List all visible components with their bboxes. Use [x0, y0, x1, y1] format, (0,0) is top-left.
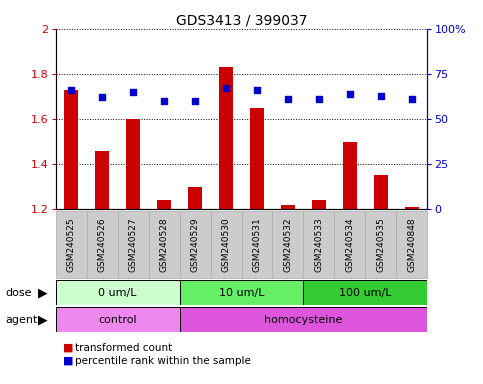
Point [315, 96, 323, 102]
Bar [149, 211, 180, 278]
Bar [272, 211, 303, 278]
Bar [188, 187, 202, 209]
Bar [56, 280, 180, 305]
Text: GDS3413 / 399037: GDS3413 / 399037 [176, 13, 307, 27]
Text: GSM240527: GSM240527 [128, 217, 138, 272]
Text: GSM240529: GSM240529 [190, 217, 199, 272]
Bar [157, 200, 171, 209]
Bar [334, 211, 366, 278]
Bar [397, 211, 427, 278]
Point [253, 87, 261, 93]
Point [284, 96, 292, 102]
Bar [86, 211, 117, 278]
Bar [303, 211, 334, 278]
Text: percentile rank within the sample: percentile rank within the sample [75, 356, 251, 366]
Bar [242, 211, 272, 278]
Point [377, 93, 385, 99]
Text: GSM240528: GSM240528 [159, 217, 169, 272]
Point [129, 89, 137, 95]
Text: GSM240530: GSM240530 [222, 217, 230, 272]
Point [191, 98, 199, 104]
Text: dose: dose [6, 288, 32, 298]
Bar [343, 142, 357, 209]
Point [222, 85, 230, 91]
Bar [117, 211, 149, 278]
Text: GSM240525: GSM240525 [67, 217, 75, 272]
Bar [180, 211, 211, 278]
Bar [56, 307, 180, 332]
Text: GSM240533: GSM240533 [314, 217, 324, 272]
Bar [250, 108, 264, 209]
Point [408, 96, 416, 102]
Text: GSM240532: GSM240532 [284, 217, 293, 272]
Text: 100 um/L: 100 um/L [339, 288, 392, 298]
Text: 0 um/L: 0 um/L [98, 288, 137, 298]
Point [160, 98, 168, 104]
Text: GSM240535: GSM240535 [376, 217, 385, 272]
Text: 10 um/L: 10 um/L [219, 288, 264, 298]
Text: homocysteine: homocysteine [264, 314, 342, 325]
Bar [180, 280, 303, 305]
Text: ■: ■ [63, 356, 73, 366]
Point [67, 87, 75, 93]
Text: control: control [98, 314, 137, 325]
Text: agent: agent [6, 314, 38, 325]
Text: ▶: ▶ [38, 286, 47, 299]
Bar [126, 119, 140, 209]
Text: ▶: ▶ [38, 313, 47, 326]
Text: GSM240526: GSM240526 [98, 217, 107, 272]
Bar [281, 205, 295, 209]
Text: transformed count: transformed count [75, 343, 172, 353]
Text: GSM240531: GSM240531 [253, 217, 261, 272]
Text: ■: ■ [63, 343, 73, 353]
Bar [95, 151, 109, 209]
Bar [180, 307, 427, 332]
Point [346, 91, 354, 97]
Bar [211, 211, 242, 278]
Bar [64, 90, 78, 209]
Bar [56, 211, 86, 278]
Point [98, 94, 106, 101]
Bar [219, 67, 233, 209]
Text: GSM240848: GSM240848 [408, 217, 416, 272]
Bar [366, 211, 397, 278]
Bar [312, 200, 326, 209]
Bar [374, 175, 388, 209]
Bar [303, 280, 427, 305]
Bar [405, 207, 419, 209]
Text: GSM240534: GSM240534 [345, 217, 355, 272]
